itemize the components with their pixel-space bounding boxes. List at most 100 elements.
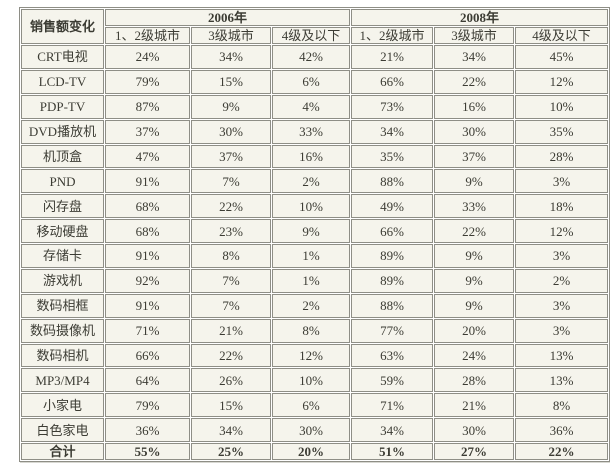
total-value: 51% [351,443,434,460]
value-cell: 20% [434,318,515,343]
value-cell: 21% [351,45,434,69]
product-label: 白色家电 [21,418,104,442]
year-header-2008: 2008年 [351,9,609,26]
value-cell: 28% [434,368,515,393]
value-cell: 87% [105,94,190,119]
product-label: 数码相机 [21,343,104,368]
value-cell: 89% [351,268,434,293]
product-label: LCD-TV [21,69,104,94]
value-cell: 37% [105,119,190,144]
product-label: 小家电 [21,393,104,418]
value-cell: 18% [515,194,609,219]
value-cell: 45% [515,45,609,69]
value-cell: 8% [191,244,271,268]
value-cell: 28% [515,144,609,169]
product-row: 数码相框 91% 7% 2% 88% 9% 3% [21,293,609,318]
value-cell: 12% [515,69,609,94]
value-cell: 3% [515,169,609,194]
product-row: 小家电 79% 15% 6% 71% 21% 8% [21,393,609,418]
product-label: 移动硬盘 [21,219,104,243]
value-cell: 13% [515,368,609,393]
value-cell: 9% [434,244,515,268]
value-cell: 2% [272,169,351,194]
value-cell: 23% [191,219,271,243]
product-label: CRT电视 [21,45,104,69]
product-label: PDP-TV [21,94,104,119]
value-cell: 3% [515,318,609,343]
value-cell: 47% [105,144,190,169]
value-cell: 22% [434,69,515,94]
value-cell: 36% [105,418,190,442]
value-cell: 30% [434,119,515,144]
value-cell: 9% [434,169,515,194]
year-header-2006: 2006年 [105,9,351,26]
value-cell: 10% [272,194,351,219]
value-cell: 77% [351,318,434,343]
value-cell: 10% [515,94,609,119]
value-cell: 92% [105,268,190,293]
total-value: 55% [105,443,190,460]
value-cell: 3% [515,293,609,318]
tier-header-2008-tier4: 4级及以下 [515,27,609,44]
product-row: PND 91% 7% 2% 88% 9% 3% [21,169,609,194]
corner-header: 销售额变化 [21,9,104,44]
table-header: 销售额变化 2006年 2008年 1、2级城市 3级城市 4级及以下 1、2级… [21,9,609,44]
product-label: 数码相框 [21,293,104,318]
value-cell: 71% [105,318,190,343]
value-cell: 3% [515,244,609,268]
value-cell: 35% [351,144,434,169]
value-cell: 33% [434,194,515,219]
value-cell: 24% [434,343,515,368]
value-cell: 37% [434,144,515,169]
product-row: 数码摄像机 71% 21% 8% 77% 20% 3% [21,318,609,343]
tier-header-2006-tier3: 3级城市 [191,27,271,44]
value-cell: 16% [434,94,515,119]
value-cell: 1% [272,244,351,268]
total-label: 合计 [21,443,104,460]
value-cell: 15% [191,69,271,94]
product-row: 数码相机 66% 22% 12% 63% 24% 13% [21,343,609,368]
total-value: 20% [272,443,351,460]
value-cell: 59% [351,368,434,393]
value-cell: 26% [191,368,271,393]
value-cell: 8% [272,318,351,343]
total-value: 27% [434,443,515,460]
table-body: CRT电视 24% 34% 42% 21% 34% 45% LCD-TV 79% 15% 6% 66%… [21,45,609,442]
value-cell: 89% [351,244,434,268]
value-cell: 13% [515,343,609,368]
value-cell: 7% [191,169,271,194]
value-cell: 16% [272,144,351,169]
value-cell: 88% [351,169,434,194]
value-cell: 21% [434,393,515,418]
value-cell: 10% [272,368,351,393]
value-cell: 21% [191,318,271,343]
product-row: 游戏机 92% 7% 1% 89% 9% 2% [21,268,609,293]
tier-header-2006-tier12: 1、2级城市 [105,27,190,44]
value-cell: 79% [105,69,190,94]
value-cell: 91% [105,293,190,318]
value-cell: 34% [434,45,515,69]
value-cell: 91% [105,244,190,268]
sales-change-table: 销售额变化 2006年 2008年 1、2级城市 3级城市 4级及以下 1、2级… [19,7,610,462]
value-cell: 7% [191,293,271,318]
product-label: 机顶盒 [21,144,104,169]
value-cell: 30% [191,119,271,144]
value-cell: 12% [272,343,351,368]
product-label: DVD播放机 [21,119,104,144]
product-label: 数码摄像机 [21,318,104,343]
total-value: 22% [515,443,609,460]
product-row: 移动硬盘 68% 23% 9% 66% 22% 12% [21,219,609,243]
value-cell: 34% [191,45,271,69]
product-label: MP3/MP4 [21,368,104,393]
value-cell: 7% [191,268,271,293]
product-label: 存储卡 [21,244,104,268]
value-cell: 15% [191,393,271,418]
value-cell: 68% [105,219,190,243]
total-row: 合计 55% 25% 20% 51% 27% 22% [21,443,609,460]
value-cell: 49% [351,194,434,219]
value-cell: 71% [351,393,434,418]
product-row: 机顶盒 47% 37% 16% 35% 37% 28% [21,144,609,169]
value-cell: 42% [272,45,351,69]
value-cell: 73% [351,94,434,119]
